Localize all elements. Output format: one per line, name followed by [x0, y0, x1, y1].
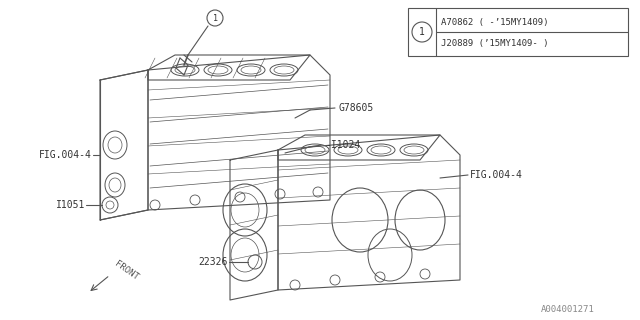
Text: I1051: I1051	[56, 200, 85, 210]
Bar	[408, 8, 628, 56]
Text: FRONT: FRONT	[113, 259, 140, 282]
Text: FIG.004-4: FIG.004-4	[470, 170, 523, 180]
Text: 1: 1	[419, 27, 425, 37]
Text: A004001271: A004001271	[541, 306, 595, 315]
Text: G78605: G78605	[338, 103, 373, 113]
Text: -I1024: -I1024	[325, 140, 360, 150]
Text: FIG.004-4: FIG.004-4	[39, 150, 92, 160]
Text: 1: 1	[212, 13, 218, 22]
Text: J20889 (’15MY1409- ): J20889 (’15MY1409- )	[441, 38, 548, 47]
Text: 22326: 22326	[198, 257, 228, 267]
Text: A70862 ( -’15MY1409): A70862 ( -’15MY1409)	[441, 18, 548, 27]
